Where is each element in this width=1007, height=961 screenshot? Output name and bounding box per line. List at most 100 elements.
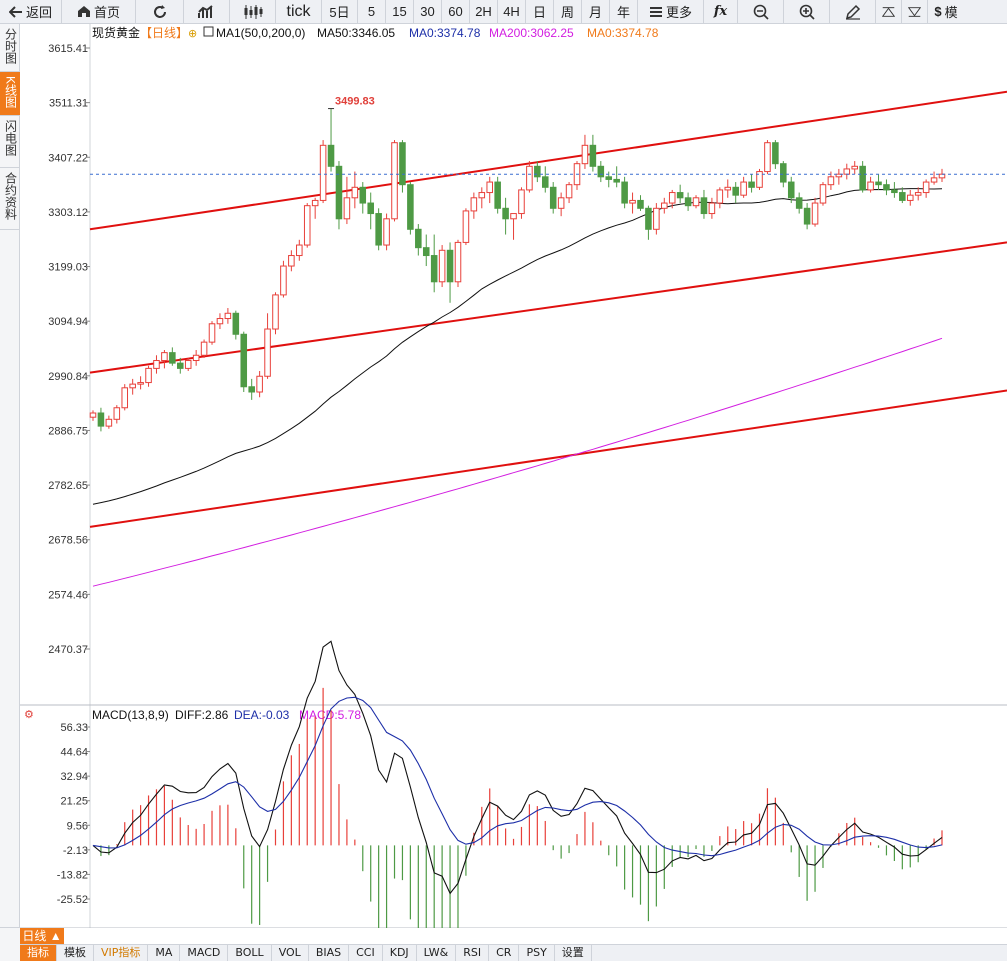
period-2h[interactable]: 2H — [470, 0, 498, 24]
time-axis: 2025/03/31 星期一2025/052025/062025/072025/… — [203, 927, 294, 928]
period-15min[interactable]: 15 — [386, 0, 414, 24]
fx-icon: fx — [713, 4, 728, 19]
candle-body — [549, 186, 557, 209]
candle-body — [264, 328, 271, 377]
home-button[interactable]: 首页 — [62, 0, 136, 24]
candle-body — [668, 192, 676, 204]
candle-body — [272, 294, 279, 330]
tab-psy[interactable]: PSY — [519, 945, 555, 961]
bar-chart-icon — [197, 4, 213, 18]
home-label: 首页 — [93, 5, 120, 20]
tick-button[interactable]: tick — [276, 0, 322, 24]
candle-body — [367, 202, 374, 215]
period-label: 2H — [475, 4, 492, 19]
candle-body — [200, 341, 208, 356]
formula-button[interactable]: fx — [704, 0, 738, 24]
template-button[interactable]: $ 模 — [928, 0, 964, 24]
period-30min[interactable]: 30 — [414, 0, 442, 24]
candle-body — [248, 386, 255, 393]
nav-label: 合约资料 — [3, 172, 18, 220]
candle-body — [502, 207, 509, 220]
nav-timeshare[interactable]: 分时图 — [0, 24, 20, 72]
nav-contract[interactable]: 合约资料 — [0, 168, 20, 230]
instrument-name: 现货黄金 — [92, 25, 140, 40]
period-year[interactable]: 年 — [610, 0, 638, 24]
template-label: 模 — [944, 5, 958, 20]
tab-label: 指标 — [27, 946, 49, 959]
tab-label: VIP指标 — [101, 946, 141, 959]
ma200-value: MA200:3062.25 — [489, 26, 574, 40]
candle-body — [581, 144, 589, 165]
tab-rsi[interactable]: RSI — [456, 945, 490, 961]
ma0b-value: MA0:3374.78 — [587, 26, 659, 40]
period-selector[interactable]: 日线 ▲ — [20, 928, 64, 944]
zoom-out-button[interactable] — [738, 0, 784, 24]
period-week[interactable]: 周 — [554, 0, 582, 24]
diff-value: DIFF:2.86 — [175, 708, 229, 722]
price-tick-label: 3094.94 — [48, 316, 88, 328]
candle-body — [145, 367, 152, 384]
period-4h[interactable]: 4H — [498, 0, 526, 24]
tab-ma[interactable]: MA — [148, 945, 181, 961]
candle-body — [462, 210, 470, 243]
candle-body — [621, 181, 628, 204]
tab-template[interactable]: 模板 — [57, 945, 94, 961]
candle-body — [843, 168, 851, 175]
tab-settings[interactable]: 设置 — [555, 945, 592, 961]
tab-vol[interactable]: VOL — [272, 945, 309, 961]
price-tick-label: 2886.75 — [48, 425, 88, 437]
more-button[interactable]: 更多 — [638, 0, 704, 24]
candle-body — [557, 197, 565, 209]
period-label: 日 — [532, 5, 546, 20]
trend-line — [89, 90, 1007, 231]
move-up-button[interactable] — [876, 0, 902, 24]
candle-body — [311, 199, 319, 207]
tab-vip[interactable]: VIP指标 — [94, 945, 149, 961]
macd-tick-label: -25.52 — [57, 894, 88, 906]
macd-histogram — [100, 687, 943, 928]
tab-macd[interactable]: MACD — [180, 945, 229, 961]
macd-tick-label: 21.25 — [60, 796, 88, 808]
candle-body — [430, 255, 438, 283]
nav-flash[interactable]: 闪电图 — [0, 116, 20, 168]
nav-kline[interactable]: K线图 — [0, 72, 20, 116]
candle-body — [319, 144, 327, 201]
price-tick-label: 2574.46 — [48, 589, 88, 601]
candle-body — [780, 163, 787, 183]
period-day[interactable]: 日 — [526, 0, 554, 24]
tab-cr[interactable]: CR — [489, 945, 520, 961]
nav-label: K线图 — [3, 76, 18, 109]
candlestick-icon — [244, 4, 262, 19]
gear-icon[interactable]: ⚙ — [24, 709, 34, 721]
tab-lwr[interactable]: LW& — [417, 945, 457, 961]
refresh-button[interactable] — [136, 0, 184, 24]
candle-body — [748, 181, 755, 188]
nav-label: 闪电图 — [3, 120, 18, 156]
tab-kdj[interactable]: KDJ — [383, 945, 417, 961]
chart-type-button[interactable] — [184, 0, 230, 24]
draw-button[interactable] — [830, 0, 876, 24]
candle-body — [383, 218, 390, 246]
candle-body — [859, 165, 866, 191]
ma-toggle-icon[interactable] — [203, 26, 214, 37]
tab-boll[interactable]: BOLL — [228, 945, 272, 961]
tab-bias[interactable]: BIAS — [309, 945, 350, 961]
candle-button[interactable] — [230, 0, 276, 24]
back-button[interactable]: 返回 — [0, 0, 62, 24]
tab-cci[interactable]: CCI — [349, 945, 383, 961]
period-60min[interactable]: 60 — [442, 0, 470, 24]
tab-indicator[interactable]: 指标 — [20, 945, 57, 961]
period-month[interactable]: 月 — [582, 0, 610, 24]
candle-body — [478, 192, 486, 199]
zoom-in-button[interactable] — [784, 0, 830, 24]
period-label: 5 — [367, 4, 376, 19]
move-down-button[interactable] — [902, 0, 928, 24]
candle-body — [89, 412, 97, 418]
period-5min[interactable]: 5 — [358, 0, 386, 24]
period-5day[interactable]: 5日 — [322, 0, 358, 24]
chart-area[interactable]: 3615.41 3511.31 3407.22 3303.12 3199.03 3094.… — [20, 24, 1007, 928]
candle-body — [121, 387, 129, 409]
candle-body — [811, 202, 819, 225]
candle-body — [756, 171, 763, 188]
candle-body — [867, 181, 874, 191]
